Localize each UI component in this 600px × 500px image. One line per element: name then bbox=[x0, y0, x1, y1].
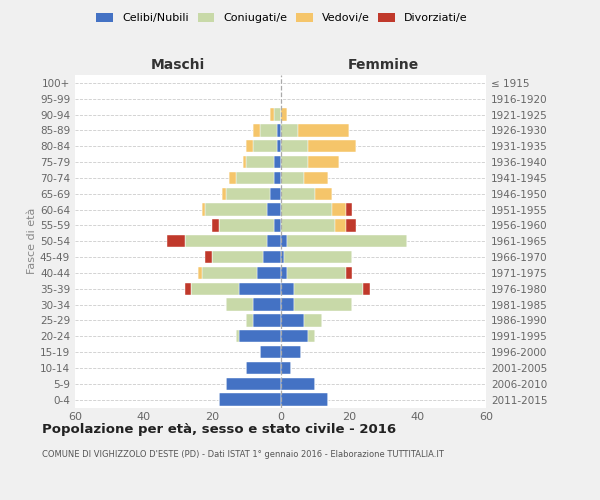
Y-axis label: Fasce di età: Fasce di età bbox=[27, 208, 37, 274]
Bar bbox=[281, 298, 294, 311]
Bar bbox=[281, 314, 304, 326]
Bar bbox=[253, 140, 277, 152]
Bar bbox=[281, 156, 308, 168]
Bar bbox=[191, 282, 239, 295]
Bar bbox=[222, 188, 226, 200]
Bar bbox=[185, 282, 191, 295]
Bar bbox=[294, 298, 352, 311]
Bar bbox=[260, 346, 281, 358]
Bar bbox=[281, 251, 284, 264]
Bar bbox=[308, 156, 339, 168]
Bar bbox=[229, 172, 236, 184]
Bar bbox=[253, 298, 281, 311]
Bar bbox=[294, 282, 363, 295]
Bar bbox=[239, 330, 281, 342]
Bar bbox=[274, 108, 281, 121]
Bar bbox=[281, 330, 308, 342]
Bar bbox=[167, 235, 185, 248]
Bar bbox=[236, 330, 239, 342]
Bar bbox=[270, 108, 274, 121]
Bar bbox=[308, 330, 315, 342]
Text: COMUNE DI VIGHIZZOLO D'ESTE (PD) - Dati ISTAT 1° gennaio 2016 - Elaborazione TUT: COMUNE DI VIGHIZZOLO D'ESTE (PD) - Dati … bbox=[42, 450, 444, 459]
Bar bbox=[212, 251, 263, 264]
Bar bbox=[281, 108, 287, 121]
Bar bbox=[246, 362, 281, 374]
Bar bbox=[281, 378, 315, 390]
Text: Maschi: Maschi bbox=[151, 58, 205, 72]
Bar bbox=[274, 172, 281, 184]
Legend: Celibi/Nubili, Coniugati/e, Vedovi/e, Divorziati/e: Celibi/Nubili, Coniugati/e, Vedovi/e, Di… bbox=[92, 8, 472, 28]
Bar bbox=[274, 156, 281, 168]
Bar bbox=[315, 188, 332, 200]
Bar bbox=[281, 219, 335, 232]
Text: Popolazione per età, sesso e stato civile - 2016: Popolazione per età, sesso e stato civil… bbox=[42, 422, 396, 436]
Bar bbox=[274, 219, 281, 232]
Bar bbox=[226, 378, 281, 390]
Bar bbox=[246, 314, 253, 326]
Bar bbox=[332, 204, 346, 216]
Bar bbox=[226, 298, 253, 311]
Bar bbox=[281, 362, 291, 374]
Bar bbox=[270, 188, 281, 200]
Bar bbox=[281, 346, 301, 358]
Bar bbox=[281, 188, 315, 200]
Bar bbox=[219, 219, 274, 232]
Bar bbox=[346, 204, 352, 216]
Bar bbox=[263, 251, 281, 264]
Bar bbox=[202, 266, 257, 279]
Bar bbox=[267, 204, 281, 216]
Bar bbox=[257, 266, 281, 279]
Text: Femmine: Femmine bbox=[347, 58, 419, 72]
Bar bbox=[246, 156, 274, 168]
Bar bbox=[281, 282, 294, 295]
Bar bbox=[185, 235, 267, 248]
Bar bbox=[287, 266, 346, 279]
Bar bbox=[284, 251, 352, 264]
Bar bbox=[253, 314, 281, 326]
Bar bbox=[346, 219, 356, 232]
Bar bbox=[281, 124, 298, 136]
Bar bbox=[212, 219, 219, 232]
Bar bbox=[226, 188, 270, 200]
Bar bbox=[281, 266, 287, 279]
Bar bbox=[246, 140, 253, 152]
Bar bbox=[205, 204, 267, 216]
Bar bbox=[281, 204, 332, 216]
Bar bbox=[298, 124, 349, 136]
Bar bbox=[236, 172, 274, 184]
Bar bbox=[281, 394, 328, 406]
Bar bbox=[198, 266, 202, 279]
Bar bbox=[304, 314, 322, 326]
Bar bbox=[281, 140, 308, 152]
Bar bbox=[277, 140, 281, 152]
Bar bbox=[287, 235, 407, 248]
Bar bbox=[335, 219, 346, 232]
Bar bbox=[253, 124, 260, 136]
Bar bbox=[205, 251, 212, 264]
Bar bbox=[267, 235, 281, 248]
Bar bbox=[219, 394, 281, 406]
Bar bbox=[260, 124, 277, 136]
Bar bbox=[277, 124, 281, 136]
Bar bbox=[202, 204, 205, 216]
Bar bbox=[281, 235, 287, 248]
Bar bbox=[363, 282, 370, 295]
Bar bbox=[281, 172, 304, 184]
Bar bbox=[308, 140, 356, 152]
Bar bbox=[346, 266, 352, 279]
Bar bbox=[243, 156, 246, 168]
Bar bbox=[239, 282, 281, 295]
Bar bbox=[304, 172, 328, 184]
